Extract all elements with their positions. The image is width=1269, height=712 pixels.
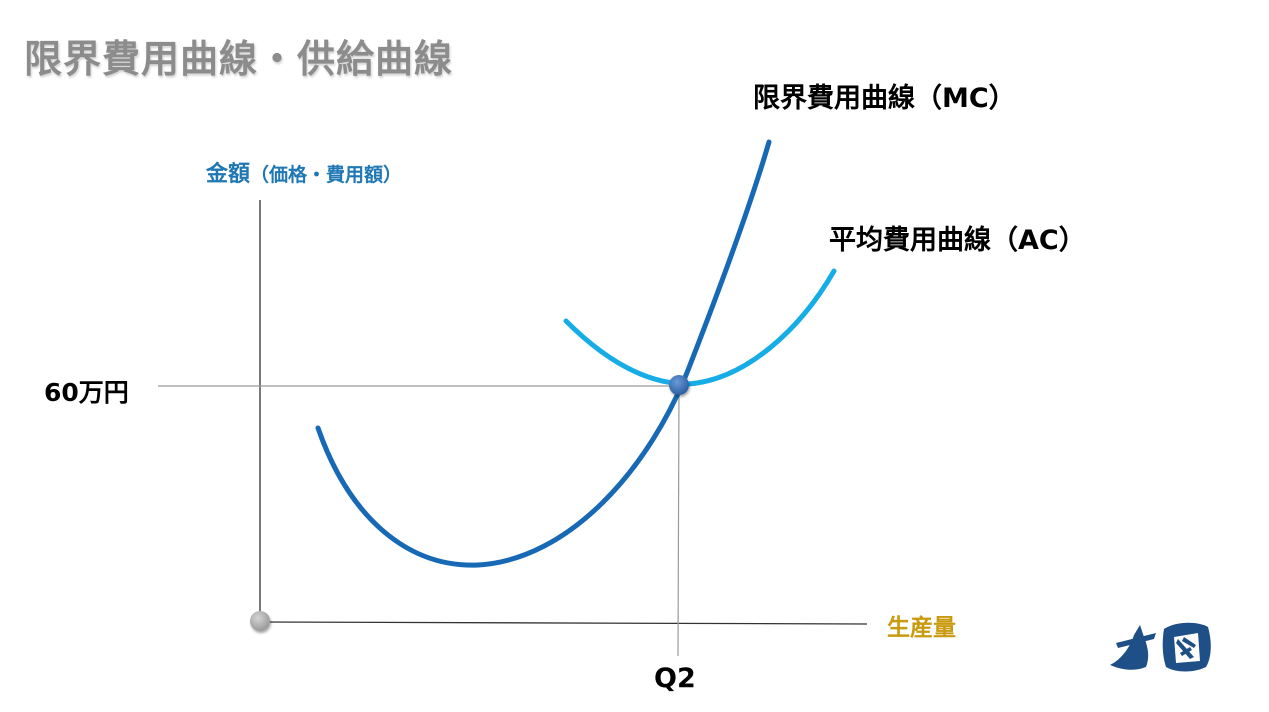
mc-curve-label: 限界費用曲線（MC） (753, 83, 1016, 114)
x-axis-line (259, 621, 868, 625)
price-label: 60万円 (44, 378, 129, 407)
y-axis-label-sub: （価格・費用額） (250, 164, 403, 186)
quantity-guide-line (677, 385, 680, 657)
brand-logo-icon (1110, 622, 1211, 672)
y-axis-label: 金額（価格・費用額） (206, 156, 402, 188)
ac-curve-label: 平均費用曲線（AC） (829, 225, 1086, 256)
quantity-label: Q2 (654, 663, 696, 694)
ac-curve (563, 268, 837, 387)
origin-point (250, 611, 270, 631)
intersection-point (669, 375, 689, 395)
page-title: 限界費用曲線・供給曲線 (24, 37, 454, 81)
mc-curve (315, 139, 772, 568)
x-axis-label: 生産量 (887, 615, 956, 641)
y-axis-label-main: 金額 (206, 162, 251, 187)
